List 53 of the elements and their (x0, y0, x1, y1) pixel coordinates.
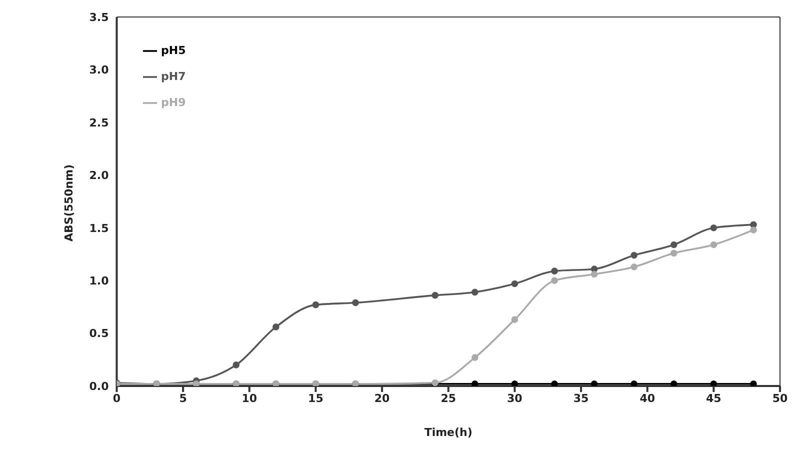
x-tick-label: 30 (507, 392, 523, 405)
point (551, 380, 558, 386)
point (590, 380, 598, 386)
x-tick-label: 15 (308, 392, 324, 405)
point (670, 380, 678, 386)
y-tick-label: 1.0 (89, 274, 110, 288)
point (472, 354, 478, 361)
x-tick-label: 0 (112, 392, 121, 405)
point (272, 324, 280, 330)
point (312, 301, 320, 308)
point (630, 380, 638, 386)
point (232, 362, 240, 368)
point (670, 241, 678, 248)
point (551, 277, 558, 284)
point (472, 288, 478, 296)
point (750, 221, 757, 228)
point (630, 252, 638, 259)
x-axis-title: Time(h) (424, 426, 472, 439)
x-tick-label: 35 (573, 392, 589, 405)
y-tick-label: 3.0 (89, 64, 110, 77)
point (590, 270, 598, 278)
point (511, 380, 518, 386)
point (750, 226, 757, 234)
x-tick-label: 20 (374, 392, 390, 405)
point (472, 380, 478, 386)
x-tick-label: 40 (640, 392, 656, 405)
legend-label: pH7 (161, 70, 186, 83)
point (551, 268, 558, 274)
point (670, 250, 678, 257)
x-tick-label: 10 (242, 392, 258, 405)
point (352, 299, 359, 306)
point (630, 263, 638, 270)
x-tick-label: 50 (772, 392, 788, 405)
point (710, 380, 718, 386)
y-tick-label: 2.5 (89, 116, 109, 130)
point (432, 292, 438, 299)
x-tick-label: 45 (706, 392, 722, 405)
y-tick-label: 0.5 (89, 327, 109, 340)
legend-label: pH9 (161, 96, 186, 109)
point (511, 280, 518, 288)
legend-label: pH5 (161, 44, 186, 57)
y-tick-label: 1.5 (89, 222, 109, 235)
x-tick-label: 25 (440, 392, 456, 405)
point (750, 380, 757, 386)
y-axis-title: ABS(550nm) (62, 164, 76, 242)
point (590, 266, 598, 272)
point (710, 224, 718, 232)
point (511, 316, 518, 323)
y-tick-label: 0.0 (89, 380, 110, 393)
point (710, 241, 718, 248)
x-tick-label: 5 (179, 392, 187, 405)
y-tick-label: 2.0 (89, 169, 110, 182)
y-tick-label: 3.5 (89, 10, 109, 24)
